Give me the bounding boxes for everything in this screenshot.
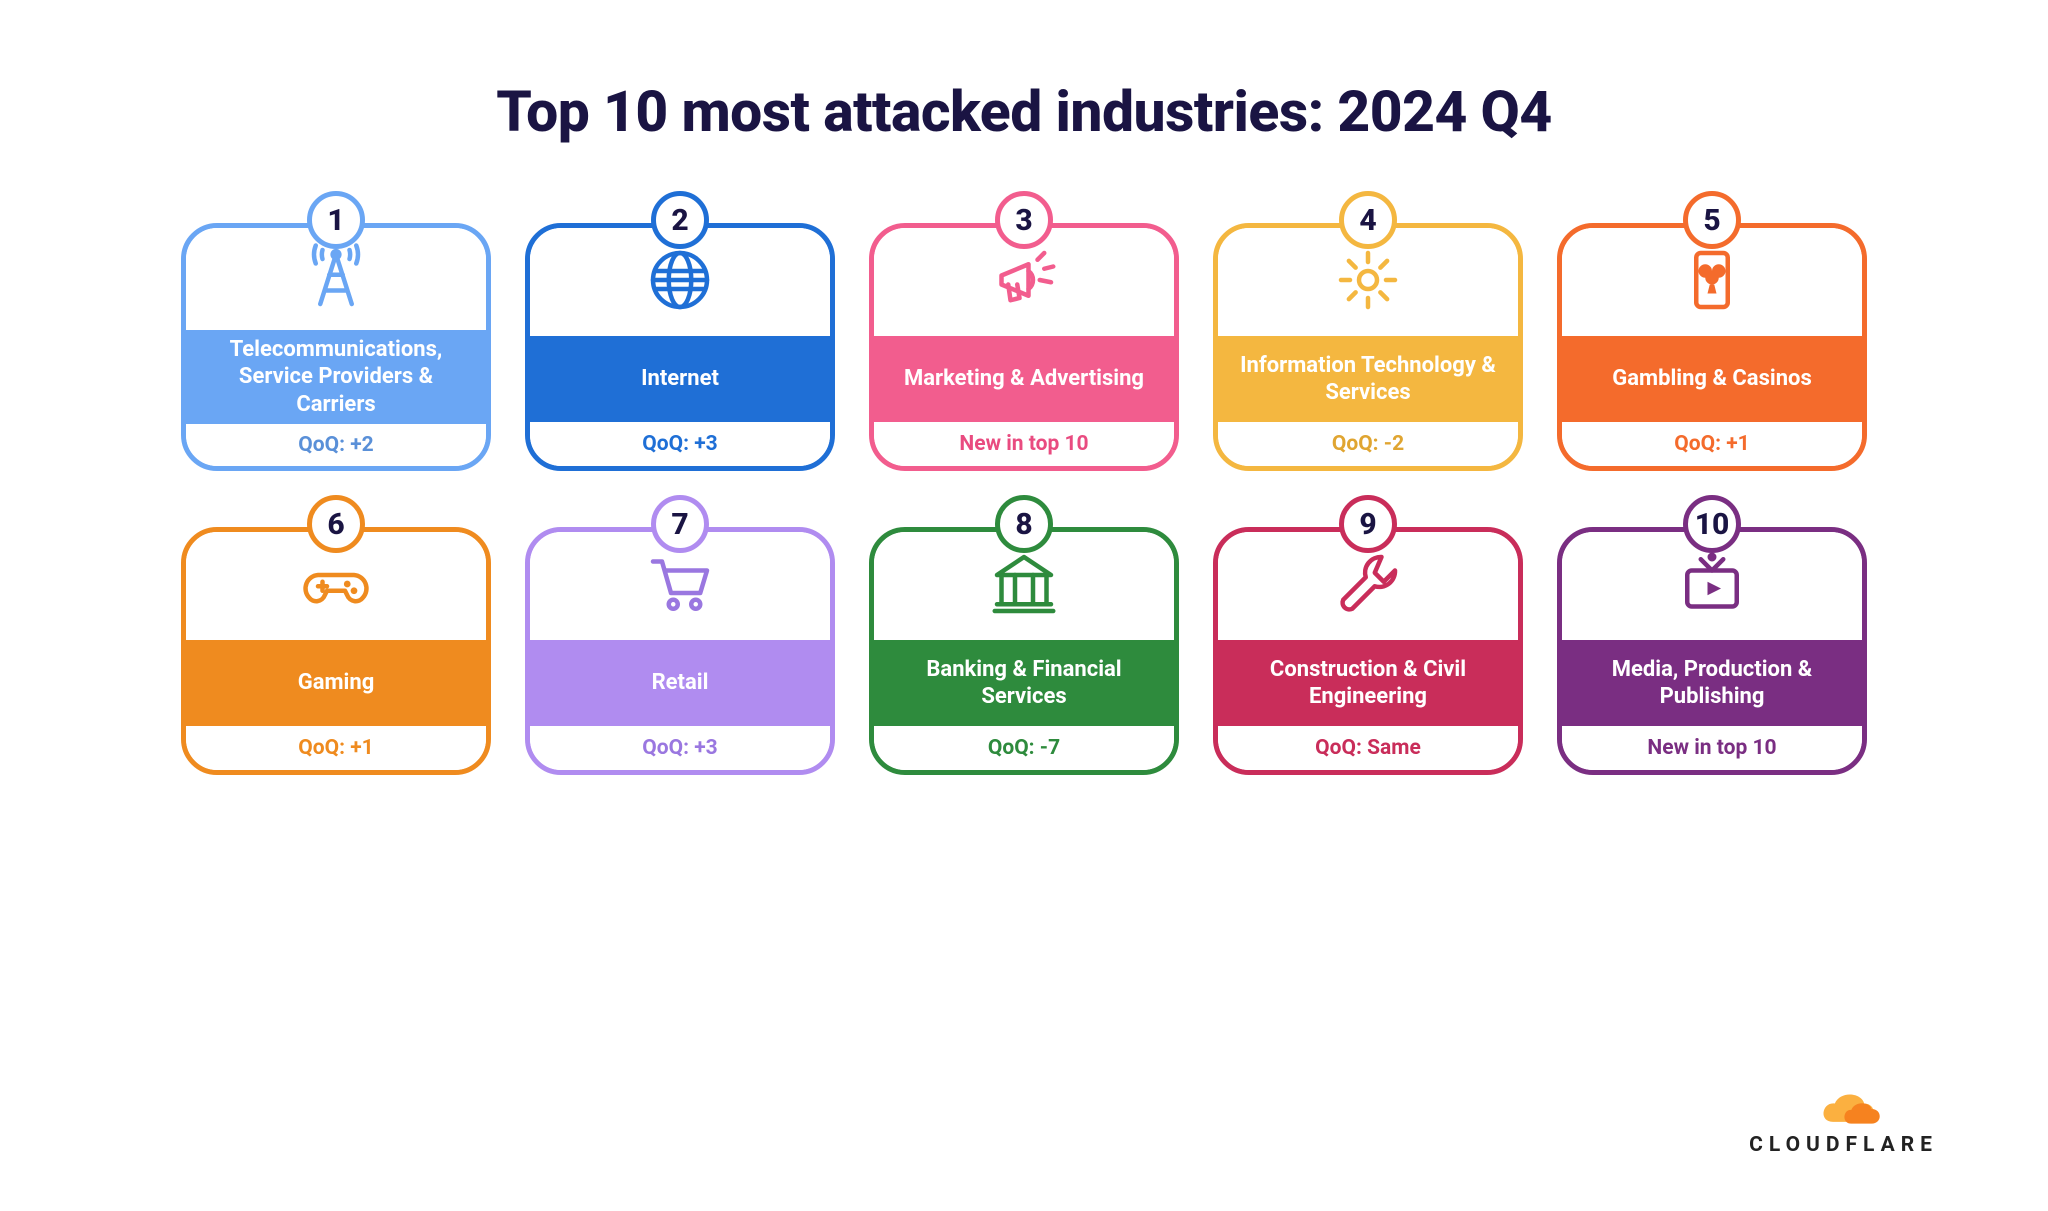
card-label-text: Information Technology & Services [1236,352,1500,407]
card-wrap: 7 Retail QoQ: +3 [525,527,835,775]
industry-card: Banking & Financial Services QoQ: -7 [869,527,1179,775]
rank-number: 2 [671,203,688,238]
page-title: Top 10 most attacked industries: 2024 Q4 [0,0,2048,145]
industry-card: Information Technology & Services QoQ: -… [1213,223,1523,471]
rank-number: 5 [1703,203,1720,238]
card-qoq: New in top 10 [874,422,1174,466]
globe-icon [644,244,716,320]
card-qoq: QoQ: -2 [1218,422,1518,466]
rank-number: 3 [1015,203,1032,238]
rank-badge: 8 [995,495,1053,553]
playing-card-icon [1676,244,1748,320]
rank-number: 8 [1015,507,1032,542]
card-label: Media, Production & Publishing [1562,640,1862,726]
rank-badge: 3 [995,191,1053,249]
card-label-text: Telecommunications, Service Providers & … [204,336,468,419]
card-label: Construction & Civil Engineering [1218,640,1518,726]
industry-card: Marketing & Advertising New in top 10 [869,223,1179,471]
card-qoq-text: QoQ: +1 [1674,432,1749,456]
card-label: Gaming [186,640,486,726]
rank-badge: 9 [1339,495,1397,553]
rank-number: 10 [1695,507,1730,542]
card-qoq-text: QoQ: +1 [298,736,373,760]
card-label-text: Marketing & Advertising [904,365,1144,393]
card-label-text: Construction & Civil Engineering [1236,656,1500,711]
card-label-text: Retail [652,669,709,697]
card-qoq: QoQ: -7 [874,726,1174,770]
card-label: Banking & Financial Services [874,640,1174,726]
card-grid: 1 Telecommunications, Service Providers … [0,223,2048,775]
industry-card: Internet QoQ: +3 [525,223,835,471]
card-qoq-text: QoQ: +3 [642,432,717,456]
card-qoq: QoQ: Same [1218,726,1518,770]
card-qoq: New in top 10 [1562,726,1862,770]
rank-number: 1 [327,203,344,238]
rank-badge: 5 [1683,191,1741,249]
rank-number: 9 [1359,507,1376,542]
rank-badge: 1 [307,191,365,249]
card-qoq-text: QoQ: Same [1315,736,1421,760]
rank-number: 7 [671,507,688,542]
card-qoq: QoQ: +1 [1562,422,1862,466]
cloud-icon [1798,1087,1890,1131]
card-wrap: 2 Internet QoQ: +3 [525,223,835,471]
brand-logo: CLOUDFLARE [1749,1087,1938,1157]
rank-badge: 7 [651,495,709,553]
card-label: Internet [530,336,830,422]
card-wrap: 9 Construction & Civil Engineering QoQ: … [1213,527,1523,775]
card-label-text: Banking & Financial Services [892,656,1156,711]
bank-icon [988,548,1060,624]
card-qoq-text: New in top 10 [1647,736,1776,760]
industry-card: Retail QoQ: +3 [525,527,835,775]
telecom-tower-icon [300,241,372,317]
industry-card: Construction & Civil Engineering QoQ: Sa… [1213,527,1523,775]
card-label-text: Gambling & Casinos [1612,365,1812,393]
wrench-icon [1332,548,1404,624]
rank-badge: 2 [651,191,709,249]
shopping-cart-icon [644,548,716,624]
rank-number: 4 [1359,203,1376,238]
card-label-text: Internet [641,365,719,393]
card-qoq: QoQ: +3 [530,726,830,770]
card-wrap: 4 Information Technology & Services QoQ:… [1213,223,1523,471]
card-wrap: 3 Marketing & Advertising New in top 10 [869,223,1179,471]
card-qoq-text: New in top 10 [959,432,1088,456]
card-label: Information Technology & Services [1218,336,1518,422]
card-wrap: 1 Telecommunications, Service Providers … [181,223,491,471]
industry-card: Media, Production & Publishing New in to… [1557,527,1867,775]
industry-card: Telecommunications, Service Providers & … [181,223,491,471]
card-wrap: 6 Gaming QoQ: +1 [181,527,491,775]
card-qoq-text: QoQ: -7 [988,736,1060,760]
rank-number: 6 [327,507,344,542]
card-wrap: 10 Media, Production & Publishing New in… [1557,527,1867,775]
megaphone-icon [988,244,1060,320]
card-label-text: Media, Production & Publishing [1580,656,1844,711]
card-qoq: QoQ: +3 [530,422,830,466]
industry-card: Gambling & Casinos QoQ: +1 [1557,223,1867,471]
gear-icon [1332,244,1404,320]
rank-badge: 4 [1339,191,1397,249]
card-label: Marketing & Advertising [874,336,1174,422]
gamepad-icon [300,548,372,624]
card-wrap: 5 Gambling & Casinos QoQ: +1 [1557,223,1867,471]
industry-card: Gaming QoQ: +1 [181,527,491,775]
card-label: Telecommunications, Service Providers & … [186,330,486,425]
card-wrap: 8 Banking & Financial Services QoQ: -7 [869,527,1179,775]
card-qoq-text: QoQ: +3 [642,736,717,760]
card-label: Retail [530,640,830,726]
card-label: Gambling & Casinos [1562,336,1862,422]
card-qoq: QoQ: +2 [186,424,486,466]
card-label-text: Gaming [298,669,375,697]
rank-badge: 6 [307,495,365,553]
card-qoq-text: QoQ: +2 [298,433,373,457]
brand-text: CLOUDFLARE [1749,1133,1938,1157]
card-qoq-text: QoQ: -2 [1332,432,1404,456]
tv-icon [1676,548,1748,624]
rank-badge: 10 [1683,495,1741,553]
card-qoq: QoQ: +1 [186,726,486,770]
